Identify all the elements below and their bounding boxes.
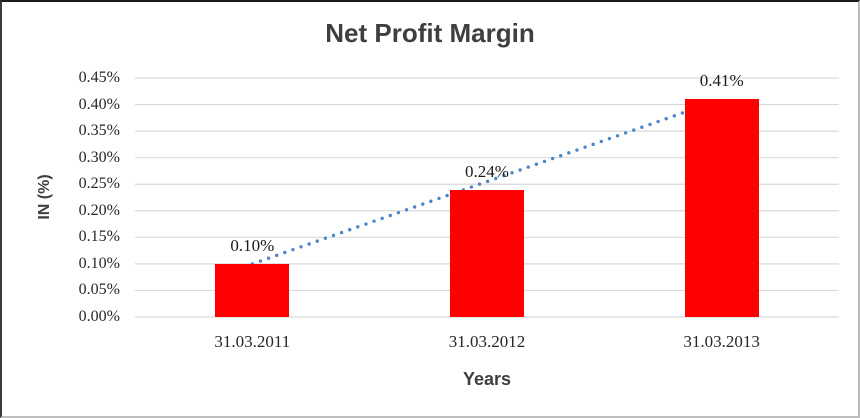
y-tick-label: 0.40% xyxy=(78,95,120,113)
y-tick-label: 0.10% xyxy=(78,254,120,272)
data-label: 0.41% xyxy=(699,71,744,91)
x-category-label: 31.03.2013 xyxy=(683,332,760,351)
x-axis-title: Years xyxy=(462,369,512,389)
bar xyxy=(684,99,759,317)
y-tick-label: 0.45% xyxy=(78,69,120,86)
y-tick-label: 0.30% xyxy=(78,148,120,166)
y-tick-label: 0.05% xyxy=(78,281,120,299)
bar xyxy=(215,263,290,317)
y-tick-label: 0.20% xyxy=(78,201,120,219)
data-label: 0.24% xyxy=(465,161,509,181)
trendline xyxy=(250,97,724,266)
y-tick-label: 0.00% xyxy=(78,308,120,325)
y-tick-label: 0.15% xyxy=(78,228,120,246)
bar xyxy=(450,189,524,317)
y-tick-label: 0.25% xyxy=(78,175,120,193)
data-label: 0.10% xyxy=(230,235,275,255)
y-tick-label: 0.35% xyxy=(78,122,120,140)
x-category-label: 31.03.2011 xyxy=(214,332,291,351)
chart-title: Net Profit Margin xyxy=(325,18,535,48)
x-category-label: 31.03.2012 xyxy=(448,332,526,351)
